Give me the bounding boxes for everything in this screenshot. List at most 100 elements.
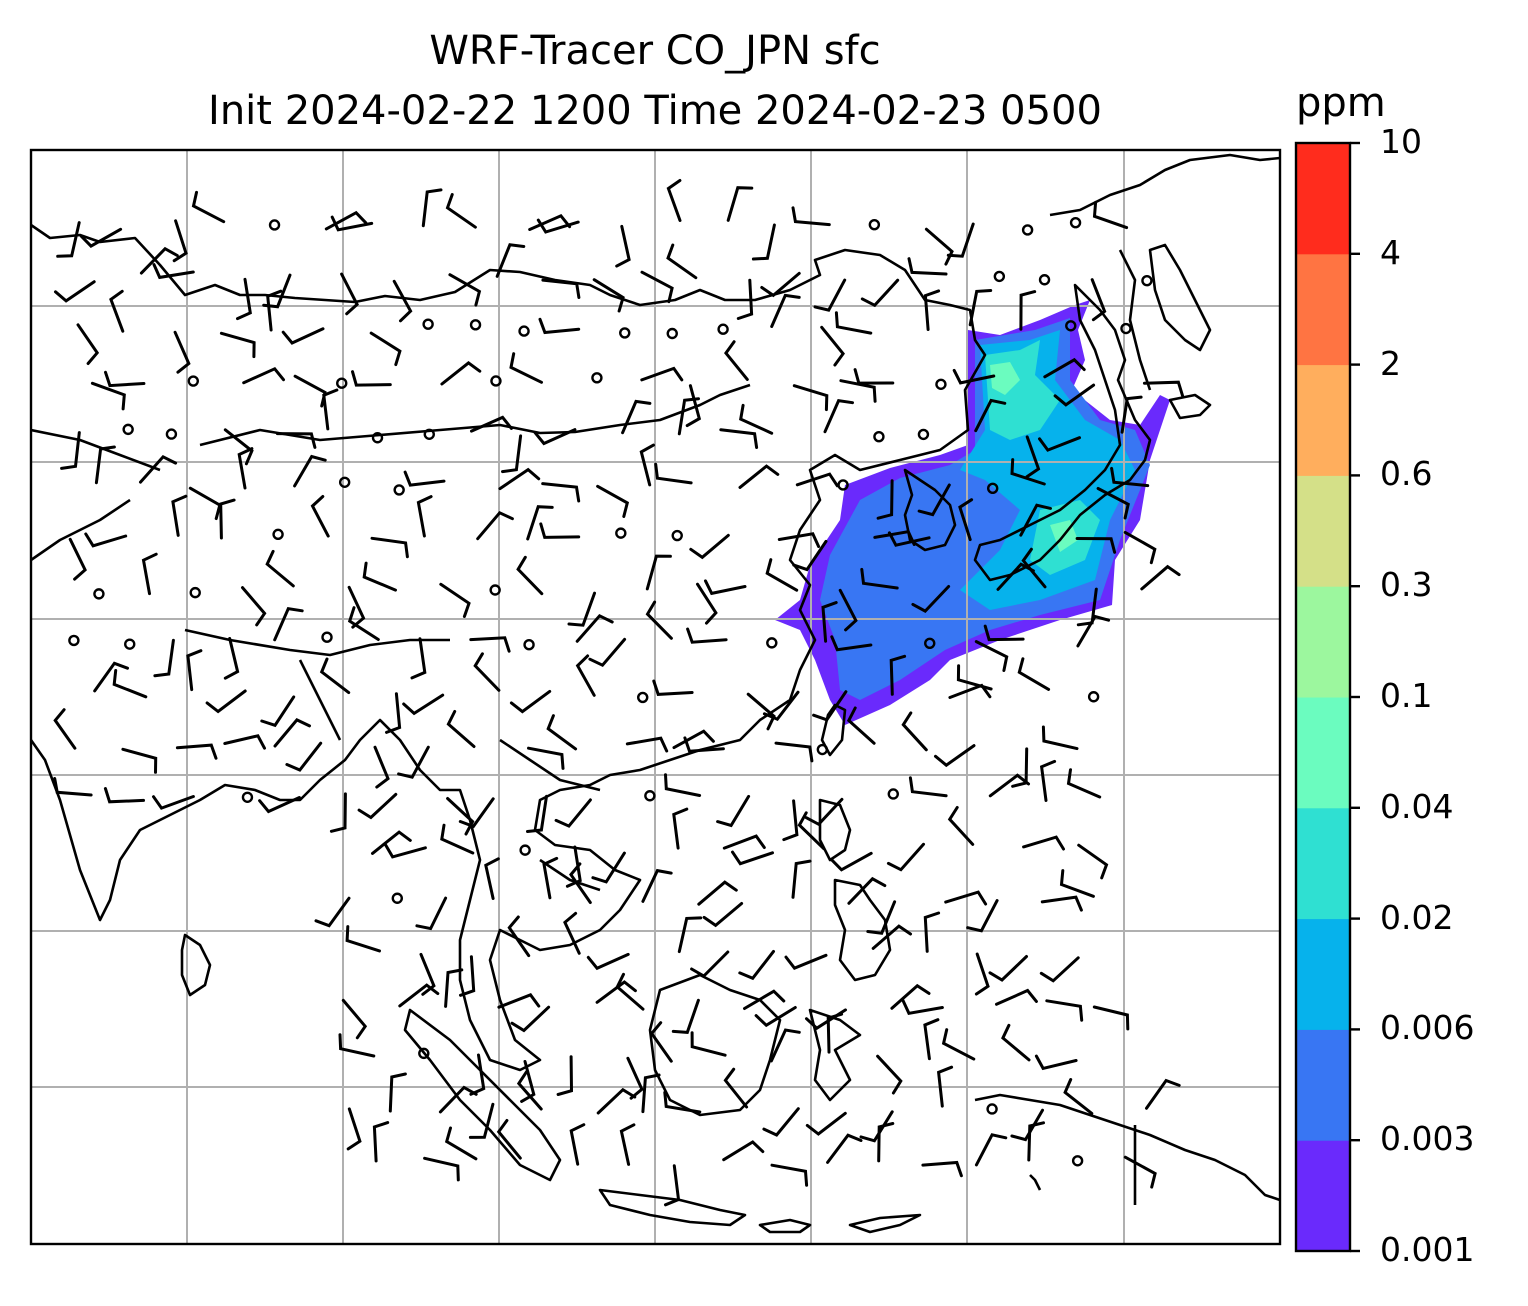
wind-barb-icon xyxy=(640,270,674,304)
wind-barb-icon xyxy=(911,585,951,613)
calm-wind-circle-icon xyxy=(644,790,656,802)
wind-barb-icon xyxy=(923,1018,940,1061)
wind-barb-icon xyxy=(186,649,203,692)
wind-barb-icon xyxy=(56,221,81,258)
wind-barb-icon xyxy=(76,323,100,365)
wind-barb-icon xyxy=(1090,278,1107,322)
wind-barb-icon xyxy=(473,652,501,692)
calm-wind-circle-icon xyxy=(1065,320,1077,332)
wind-barb-icon xyxy=(293,454,327,488)
wind-barb-icon xyxy=(649,1021,673,1063)
calm-wind-circle-icon xyxy=(619,327,631,339)
wind-barb-icon xyxy=(526,505,554,541)
wind-barb-icon xyxy=(791,206,831,227)
wind-barb-icon xyxy=(923,289,941,331)
wind-barb-icon xyxy=(351,370,392,387)
wind-barb-icon xyxy=(812,690,848,722)
wind-barb-icon xyxy=(498,467,541,491)
wind-barb-icon xyxy=(223,734,266,750)
calm-wind-circle-icon xyxy=(615,527,627,539)
wind-barb-icon xyxy=(104,370,146,388)
wind-barb-icon xyxy=(266,289,283,332)
wind-barb-icon xyxy=(974,640,1009,672)
wind-barb-icon xyxy=(93,661,129,693)
calm-wind-circle-icon xyxy=(189,586,201,599)
wind-barb-icon xyxy=(645,600,673,640)
calm-wind-circle-icon xyxy=(519,844,531,856)
wind-barb-icon xyxy=(527,746,565,770)
wind-barb-icon xyxy=(664,1164,681,1207)
wind-barb-icon xyxy=(536,218,580,234)
wind-barb-icon xyxy=(370,536,409,559)
wind-barb-icon xyxy=(346,1107,362,1151)
wind-barb-icon xyxy=(373,745,390,789)
wind-barb-icon xyxy=(591,851,626,884)
wind-barb-icon xyxy=(774,741,814,763)
wind-barb-icon xyxy=(820,325,845,367)
wind-barb-icon xyxy=(567,591,596,627)
wind-barb-icon xyxy=(340,272,359,316)
wind-barb-icon xyxy=(410,637,427,680)
wind-barb-icon xyxy=(152,795,195,810)
calm-wind-circle-icon xyxy=(338,476,351,488)
wind-barb-icon xyxy=(777,532,821,548)
wind-barb-icon xyxy=(223,428,254,466)
wind-barb-icon xyxy=(889,654,907,696)
wind-barb-icon xyxy=(357,792,398,820)
wind-barb-icon xyxy=(907,257,948,276)
wind-barb-icon xyxy=(575,654,596,697)
wind-barb-icon xyxy=(596,1087,637,1115)
calm-wind-circle-icon xyxy=(671,529,683,542)
calm-wind-circle-icon xyxy=(518,325,530,337)
wind-barb-icon xyxy=(866,900,897,935)
colorbar-segment xyxy=(1296,364,1350,476)
wind-barb-icon xyxy=(968,289,993,327)
wind-barb-icon xyxy=(952,368,996,385)
colorbar-tick-label: 0.3 xyxy=(1380,565,1433,605)
plume-level-0.04 xyxy=(990,362,1078,552)
wind-barb-icon xyxy=(936,1065,954,1108)
wind-barb-icon xyxy=(988,773,1030,798)
wind-barb-icon xyxy=(242,366,285,385)
wind-barb-icon xyxy=(90,381,126,411)
calm-wind-circles xyxy=(68,216,1153,1167)
wind-barb-icon xyxy=(663,1091,702,1114)
wind-barb-icon xyxy=(830,851,873,872)
colorbar-units-label: ppm xyxy=(1296,80,1386,126)
wind-barb-icon xyxy=(285,741,323,772)
wind-barb-icon xyxy=(388,1072,407,1113)
wind-barb-icon xyxy=(956,664,993,691)
wind-barb-icon xyxy=(173,330,191,374)
wind-barb-icon xyxy=(625,736,669,753)
wind-barb-icon xyxy=(484,857,500,900)
wind-barb-icon xyxy=(392,279,413,323)
wind-barb-icon xyxy=(876,1054,903,1095)
wind-barb-icon xyxy=(974,1133,1008,1167)
wind-barb-icon xyxy=(804,797,844,827)
wind-barb-icon xyxy=(1045,999,1084,1022)
colorbar-segment xyxy=(1296,697,1350,809)
wind-barb-icon xyxy=(542,856,559,900)
wind-barb-icon xyxy=(520,1060,536,1103)
wind-barb-icon xyxy=(751,223,776,261)
colorbar-tick-label: 0.006 xyxy=(1380,1008,1475,1048)
wind-barb-icon xyxy=(739,403,774,435)
calm-wind-circle-icon xyxy=(1069,216,1082,229)
wind-barb-icon xyxy=(853,368,895,385)
wind-barb-icon xyxy=(917,483,951,517)
wind-barb-icon xyxy=(760,271,801,298)
calm-wind-circle-icon xyxy=(490,375,502,387)
wind-barb-icon xyxy=(731,850,774,866)
colorbar-tick-label: 0.04 xyxy=(1380,786,1454,826)
wind-barb-icon xyxy=(152,263,195,280)
wind-barb-icon xyxy=(384,843,427,859)
wind-barb-icon xyxy=(1066,768,1102,799)
wind-barb-icon xyxy=(241,586,267,627)
wind-barb-icon xyxy=(496,1119,522,1160)
wind-barb-icon xyxy=(924,227,954,266)
wind-barb-icon xyxy=(439,582,471,618)
wind-barb-icon xyxy=(738,464,780,489)
wind-barb-icon xyxy=(838,588,858,632)
wind-barb-icon xyxy=(770,293,801,328)
